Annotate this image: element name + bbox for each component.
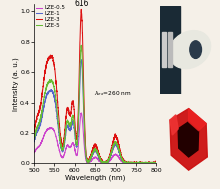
LZE-0.5	[155, 162, 158, 165]
LZE-0.5	[89, 160, 92, 162]
LZE-3	[80, 8, 82, 10]
LZE-0.5	[102, 162, 105, 165]
LZE-1	[129, 162, 132, 165]
Polygon shape	[168, 32, 172, 67]
Line: LZE-5: LZE-5	[34, 45, 156, 163]
LZE-5	[155, 162, 158, 164]
LZE-1	[92, 152, 95, 155]
LZE-3	[129, 162, 132, 165]
LZE-0.5	[80, 112, 83, 114]
LZE-3	[151, 162, 154, 165]
LZE-3	[89, 157, 92, 159]
LZE-3	[39, 104, 42, 106]
Polygon shape	[160, 6, 180, 94]
LZE-1	[33, 140, 35, 143]
Legend: LZE-0.5, LZE-1, LZE-3, LZE-5: LZE-0.5, LZE-1, LZE-3, LZE-5	[35, 5, 66, 29]
LZE-5	[80, 44, 82, 46]
LZE-5	[39, 118, 42, 120]
Polygon shape	[189, 109, 206, 131]
LZE-1	[151, 162, 154, 165]
Line: LZE-0.5: LZE-0.5	[34, 113, 156, 163]
Polygon shape	[178, 122, 199, 157]
LZE-0.5	[151, 162, 154, 165]
LZE-5	[33, 138, 35, 140]
Polygon shape	[170, 109, 207, 170]
Text: $\lambda_{ex}$=260 nm: $\lambda_{ex}$=260 nm	[94, 89, 132, 98]
Polygon shape	[162, 32, 167, 67]
Circle shape	[190, 41, 202, 58]
LZE-3	[102, 162, 105, 165]
Polygon shape	[170, 115, 178, 135]
LZE-0.5	[92, 157, 95, 160]
LZE-0.5	[151, 162, 154, 165]
LZE-1	[155, 162, 158, 164]
LZE-3	[155, 162, 158, 165]
LZE-1	[151, 162, 154, 164]
LZE-5	[151, 161, 154, 163]
LZE-5	[92, 150, 95, 152]
X-axis label: Wavelength (nm): Wavelength (nm)	[65, 174, 125, 180]
LZE-1	[39, 123, 42, 125]
LZE-5	[129, 162, 132, 165]
LZE-0.5	[39, 143, 42, 146]
LZE-0.5	[129, 162, 132, 165]
LZE-1	[89, 157, 92, 159]
Line: LZE-1: LZE-1	[34, 60, 156, 163]
Text: 616: 616	[74, 0, 89, 8]
LZE-5	[151, 162, 154, 165]
LZE-1	[102, 162, 105, 165]
LZE-1	[80, 59, 83, 61]
Y-axis label: Intensity (a. u.): Intensity (a. u.)	[12, 57, 19, 111]
Line: LZE-3: LZE-3	[34, 9, 156, 163]
LZE-3	[92, 146, 95, 148]
LZE-3	[151, 162, 154, 164]
LZE-0.5	[33, 152, 35, 154]
LZE-5	[89, 158, 92, 160]
Ellipse shape	[169, 31, 211, 69]
LZE-3	[33, 131, 35, 133]
LZE-5	[101, 162, 104, 165]
